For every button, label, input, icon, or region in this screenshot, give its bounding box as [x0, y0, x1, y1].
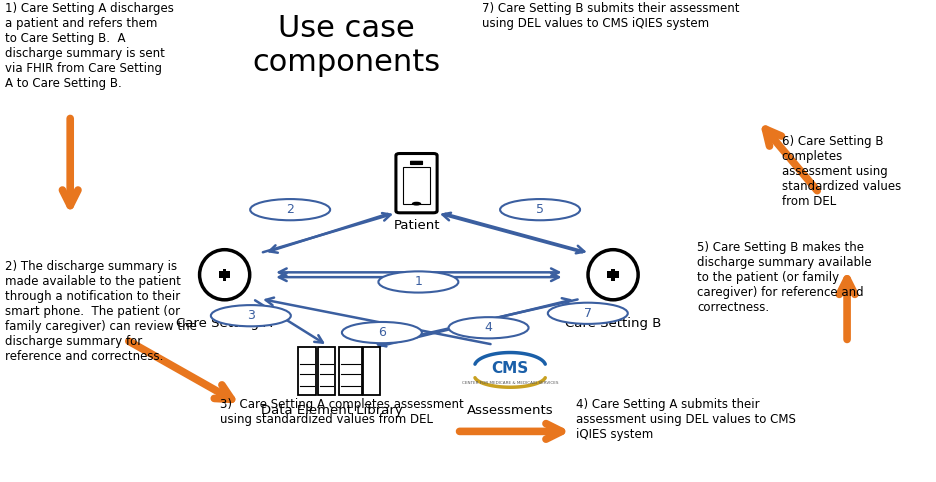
FancyBboxPatch shape — [219, 271, 230, 278]
Ellipse shape — [211, 305, 291, 326]
Ellipse shape — [342, 322, 422, 343]
FancyBboxPatch shape — [611, 269, 615, 281]
Text: 4: 4 — [485, 321, 492, 334]
Text: 6) Care Setting B
completes
assessment using
standardized values
from DEL: 6) Care Setting B completes assessment u… — [782, 135, 900, 208]
FancyBboxPatch shape — [339, 347, 362, 395]
Ellipse shape — [448, 317, 529, 338]
FancyBboxPatch shape — [223, 269, 227, 281]
Text: 1) Care Setting A discharges
a patient and refers them
to Care Setting B.  A
dis: 1) Care Setting A discharges a patient a… — [5, 2, 173, 91]
FancyBboxPatch shape — [410, 161, 423, 165]
Text: 4) Care Setting A submits their
assessment using DEL values to CMS
iQIES system: 4) Care Setting A submits their assessme… — [576, 398, 796, 441]
FancyBboxPatch shape — [318, 347, 335, 395]
Text: Patient: Patient — [393, 219, 440, 232]
Text: 3: 3 — [247, 309, 255, 322]
Ellipse shape — [412, 201, 421, 205]
Text: Care Setting A: Care Setting A — [177, 317, 272, 330]
Ellipse shape — [500, 199, 580, 220]
FancyBboxPatch shape — [403, 167, 430, 203]
FancyBboxPatch shape — [363, 347, 380, 395]
Text: 5) Care Setting B makes the
discharge summary available
to the patient (or famil: 5) Care Setting B makes the discharge su… — [697, 241, 872, 314]
Ellipse shape — [250, 199, 330, 220]
Text: 3)  Care Setting A completes assessment
using standardized values from DEL: 3) Care Setting A completes assessment u… — [220, 398, 463, 426]
Text: 5: 5 — [536, 203, 544, 216]
Ellipse shape — [199, 250, 250, 300]
Text: CMS: CMS — [491, 361, 529, 376]
Text: Data Element Library: Data Element Library — [261, 404, 403, 417]
Text: 6: 6 — [378, 326, 386, 339]
Ellipse shape — [378, 271, 459, 293]
FancyBboxPatch shape — [298, 347, 316, 395]
Ellipse shape — [548, 303, 628, 324]
Text: 7: 7 — [584, 307, 592, 320]
FancyBboxPatch shape — [396, 153, 437, 213]
Text: Care Setting B: Care Setting B — [565, 317, 661, 330]
Ellipse shape — [588, 250, 638, 300]
Text: 7) Care Setting B submits their assessment
using DEL values to CMS iQIES system: 7) Care Setting B submits their assessme… — [482, 2, 739, 30]
FancyBboxPatch shape — [607, 271, 619, 278]
Text: CENTER FOR MEDICARE & MEDICAID SERVICES: CENTER FOR MEDICARE & MEDICAID SERVICES — [461, 381, 559, 385]
Text: Assessments: Assessments — [467, 404, 553, 417]
Text: Use case
components: Use case components — [253, 14, 440, 77]
Text: 2: 2 — [286, 203, 294, 216]
Text: 1: 1 — [415, 276, 422, 288]
Text: 2) The discharge summary is
made available to the patient
through a notification: 2) The discharge summary is made availab… — [5, 260, 197, 363]
